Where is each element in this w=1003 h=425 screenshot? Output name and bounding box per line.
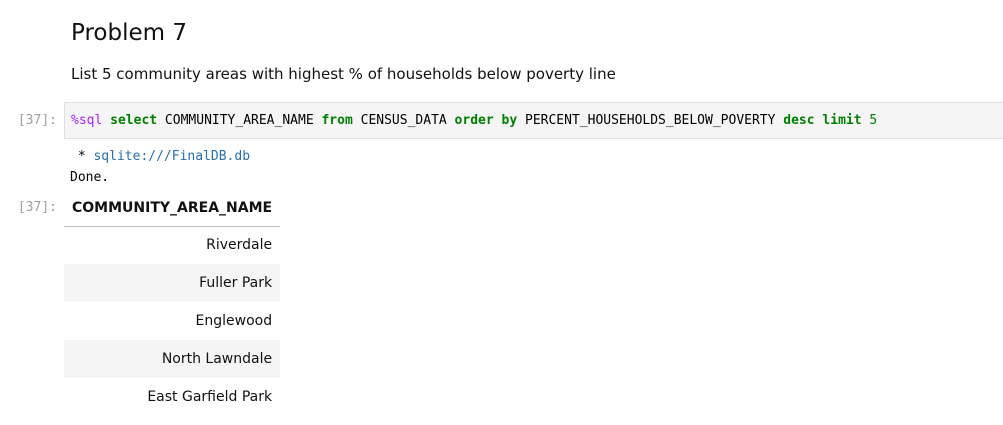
code-text [102,113,110,128]
table-cell: Riverdale [206,237,273,254]
code-keyword: by [501,113,518,128]
code-number: 5 [869,113,878,128]
result-table: COMMUNITY_AREA_NAME Riverdale Fuller Par… [64,190,281,416]
done-message: Done. [70,170,110,185]
code-keyword: desc [783,113,815,128]
table-row: Englewood [64,302,280,340]
code-magic: %sql [71,113,103,128]
table-row: East Garfield Park [64,378,280,416]
code-text: CENSUS_DATA [352,113,455,128]
table-header-row: COMMUNITY_AREA_NAME [64,190,281,227]
table-cell: North Lawndale [64,340,281,378]
connection-bullet: * [70,149,94,164]
connection-string: sqlite:///FinalDB.db [93,149,251,164]
table-cell: Fuller Park [64,264,281,302]
problem-title: Problem 7 [71,20,187,46]
code-keyword: select [110,113,158,128]
table-row: Fuller Park [64,264,281,302]
input-prompt: [37]: [17,113,57,128]
code-keyword: from [321,113,353,128]
stream-output: * sqlite:///FinalDB.db Done. [70,146,250,188]
code-text: PERCENT_HOUSEHOLDS_BELOW_POVERTY [517,113,784,128]
code-keyword: order [454,113,494,128]
table-row: North Lawndale [64,340,281,378]
problem-description: List 5 community areas with highest % of… [71,65,616,83]
table-row: Riverdale [64,226,280,264]
code-keyword: limit [822,113,862,128]
table-cell: East Garfield Park [147,389,273,405]
output-prompt: [37]: [17,200,57,215]
table-cell: Englewood [195,313,273,329]
code-text: COMMUNITY_AREA_NAME [157,113,322,128]
code-input-cell[interactable]: %sql select COMMUNITY_AREA_NAME from CEN… [64,102,1003,139]
column-header-community-area-name: COMMUNITY_AREA_NAME [64,190,281,227]
code-text [494,113,502,128]
